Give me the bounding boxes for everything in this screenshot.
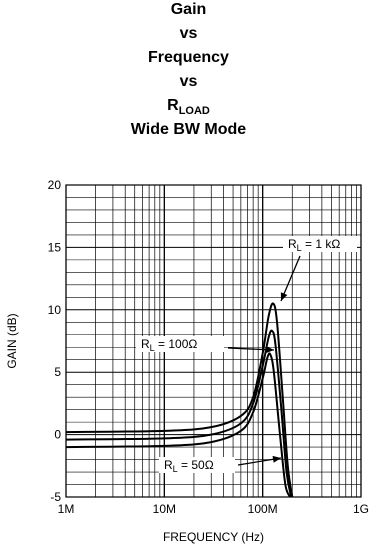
series-line — [66, 302, 294, 497]
annotation-arrow — [280, 255, 301, 302]
x-axis-label: FREQUENCY (Hz) — [163, 530, 264, 544]
title-line: vs — [179, 25, 198, 42]
x-tick-label: 1M — [58, 502, 75, 516]
annotation-arrowhead — [272, 455, 281, 463]
y-tick-label: 15 — [48, 240, 62, 254]
tick-labels: 1M 10M 100M 1G -5 0 5 10 15 20 — [48, 178, 369, 516]
y-tick-label: 20 — [48, 178, 62, 192]
plot-frame — [65, 184, 362, 498]
annotation-arrowhead — [280, 292, 288, 301]
series-annotation: RL = 100Ω — [141, 337, 197, 353]
series-annotation: RL = 1 kΩ — [288, 237, 340, 253]
y-tick-label: -5 — [50, 490, 61, 504]
annotation-background — [136, 336, 224, 352]
annotation-background — [159, 457, 235, 473]
chart-title: Gain vs Frequency vs RLOAD Wide BW Mode — [0, 0, 377, 142]
title-line: Gain — [170, 1, 207, 18]
x-tick-label: 100M — [248, 502, 278, 516]
series-line — [66, 329, 293, 497]
title-line: Frequency — [148, 49, 229, 66]
series-lines — [66, 302, 294, 497]
y-tick-label: 5 — [54, 365, 61, 379]
series-line — [66, 352, 292, 497]
annotations: RL = 1 kΩ RL = 100Ω RL = 50Ω — [136, 236, 357, 474]
series-annotation: RL = 50Ω — [164, 458, 214, 474]
y-tick-label: 0 — [54, 428, 61, 442]
title-line: RLOAD — [167, 97, 210, 118]
x-tick-label: 10M — [153, 502, 176, 516]
annotation-arrowhead — [265, 346, 274, 354]
title-line: vs — [179, 73, 198, 90]
y-axis-label: GAIN (dB) — [5, 313, 19, 368]
x-tick-label: 1G — [353, 502, 369, 516]
y-tick-label: 10 — [48, 303, 62, 317]
annotation-background — [283, 236, 357, 252]
title-line: Wide BW Mode — [130, 121, 247, 138]
